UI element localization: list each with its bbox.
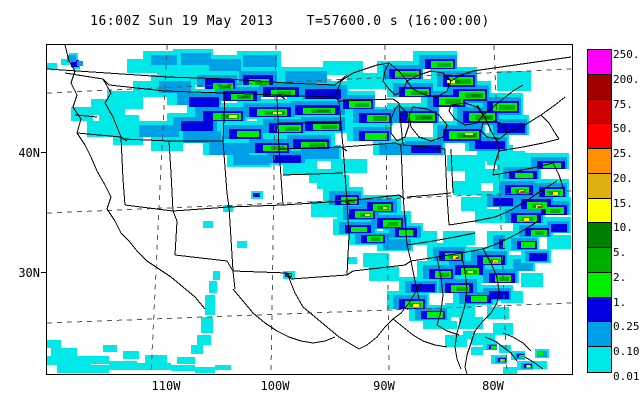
colorbar-tick-label: 250.	[613, 48, 640, 61]
colorbar-tick-label: 5.	[613, 246, 627, 260]
colorbar-tick-label: 0.25	[613, 320, 640, 334]
precipitation-layer	[47, 49, 571, 374]
colorbar-tick-label: 1.	[613, 295, 627, 309]
colorbar-band-75.	[588, 74, 611, 100]
x-tick-label-90w: 90W	[373, 379, 395, 393]
colorbar-band-2.	[588, 248, 611, 273]
colorbar-tick-label: 50.	[613, 122, 633, 136]
figure-title: 16:00Z Sun 19 May 2013 T=57600.0 s (16:0…	[90, 14, 490, 29]
colorbar-band-25.	[588, 124, 611, 150]
y-tick-mark-40n	[41, 152, 46, 153]
y-tick-mark-30n	[41, 272, 46, 273]
colorbar-band-20.	[588, 149, 611, 174]
y-tick-label-40n: 40N	[18, 146, 40, 160]
colorbar-labels: 250. 200. 75. 50. 25. 20. 15. 10. 5. 2. 1. 0.25 0.10…	[613, 40, 640, 383]
x-tick-label-110w: 110W	[151, 379, 181, 393]
colorbar-tick-label: 2.	[613, 270, 627, 284]
colorbar-tick-label: 10.	[613, 221, 633, 235]
x-tick-label-80w: 80W	[482, 379, 504, 393]
colorbar-tick-label: 25.	[613, 147, 633, 161]
colorbar-band-1.	[588, 272, 611, 298]
colorbar-band-15.	[588, 173, 611, 199]
colorbar	[587, 49, 612, 373]
colorbar-band-0.01	[588, 347, 611, 372]
colorbar-tick-label: 75.	[613, 97, 633, 111]
colorbar-band-200.	[588, 50, 611, 75]
colorbar-band-10.	[588, 198, 611, 224]
colorbar-band-50.	[588, 99, 611, 125]
colorbar-tick-label: 15.	[613, 196, 633, 210]
colorbar-band-5.	[588, 223, 611, 249]
colorbar-tick-label: 200.	[613, 72, 640, 86]
colorbar-band-0.10	[588, 322, 611, 348]
map-plot-area	[46, 44, 573, 375]
x-tick-label-100w: 100W	[260, 379, 290, 393]
colorbar-tick-label: 0.10	[613, 345, 640, 359]
colorbar-band-0.25	[588, 297, 611, 323]
colorbar-tick-label: 20.	[613, 171, 633, 185]
state-boundaries-layer	[47, 45, 572, 374]
colorbar-tick-label: 0.01	[613, 370, 640, 383]
y-tick-label-30n: 30N	[18, 266, 40, 280]
